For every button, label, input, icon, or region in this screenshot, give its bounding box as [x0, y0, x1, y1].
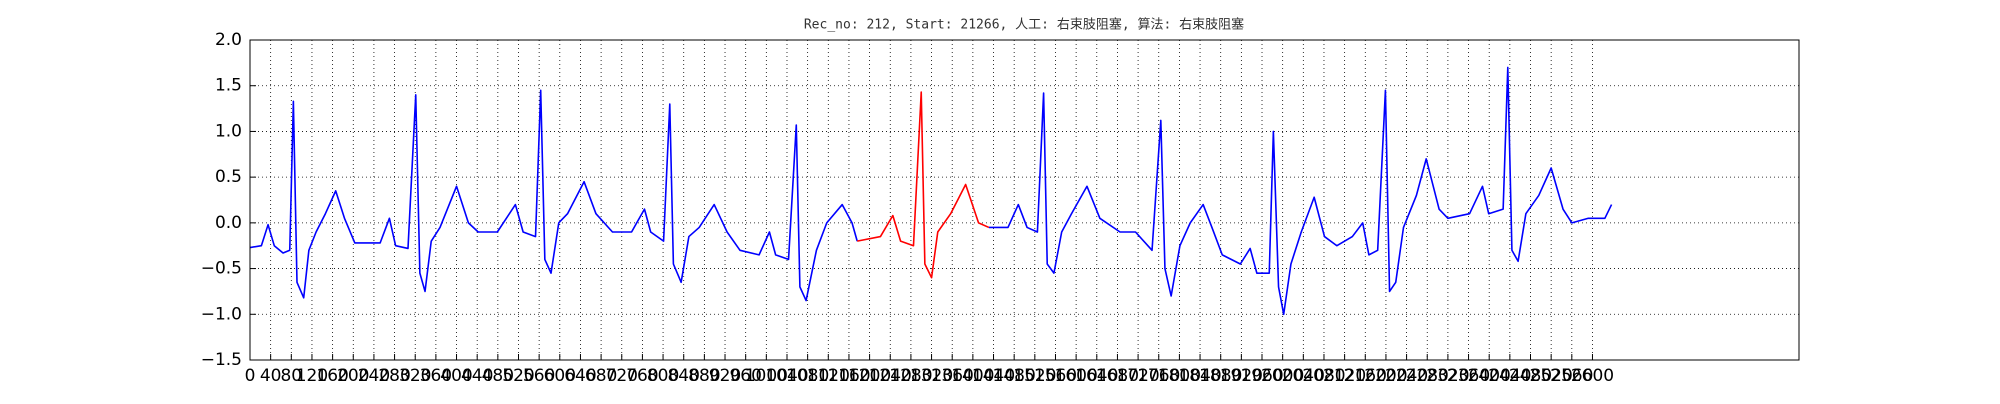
x-tick-label: 1440: [972, 366, 1015, 386]
x-tick-label: 2120: [1323, 366, 1366, 386]
x-tick-label: 1960: [1240, 366, 1283, 386]
x-tick-label: 2520: [1530, 366, 1573, 386]
x-tick-label: 1920: [1220, 366, 1263, 386]
x-tick-label: 1080: [786, 366, 829, 386]
x-tick-label: 2320: [1426, 366, 1469, 386]
x-tick-label: 720: [606, 366, 638, 386]
x-tick-label: 320: [399, 366, 431, 386]
y-tick-label: −1.5: [201, 350, 242, 370]
x-tick-label: 760: [626, 366, 658, 386]
x-tick-label: 400: [440, 366, 472, 386]
x-tick-label: 560: [523, 366, 555, 386]
x-tick-label: 920: [709, 366, 741, 386]
x-tick-label: 960: [729, 366, 761, 386]
chart-title: Rec_no: 212, Start: 21266, 人工: 右束肢阻塞, 算法…: [804, 17, 1244, 33]
x-tick-label: 2600: [1571, 366, 1614, 386]
x-tick-label: 200: [337, 366, 369, 386]
y-tick-label: −1.0: [201, 304, 242, 324]
x-tick-label: 2400: [1468, 366, 1511, 386]
x-tick-label: 1320: [910, 366, 953, 386]
x-tick-label: 2000: [1261, 366, 1304, 386]
x-tick-label: 480: [482, 366, 514, 386]
x-tick-label: 360: [420, 366, 452, 386]
x-tick-label: 1480: [993, 366, 1036, 386]
x-tick-label: 280: [378, 366, 410, 386]
x-tick-label: 240: [358, 366, 390, 386]
x-tick-label: 2560: [1550, 366, 1593, 386]
x-tick-label: 880: [688, 366, 720, 386]
x-tick-label: 600: [544, 366, 576, 386]
x-tick-label: 1640: [1075, 366, 1118, 386]
x-tick-label: 120: [296, 366, 328, 386]
y-tick-label: 2.0: [215, 30, 242, 50]
x-tick-label: 520: [502, 366, 534, 386]
series-line: [249, 66, 1613, 316]
x-tick-label: 440: [461, 366, 493, 386]
x-tick-label: 1840: [1178, 366, 1221, 386]
x-tick-label: 2200: [1364, 366, 1407, 386]
x-tick-label: 160: [316, 366, 348, 386]
x-tick-label: 1600: [1055, 366, 1098, 386]
x-tick-label: 0: [245, 366, 256, 386]
x-tick-label: 1560: [1034, 366, 1077, 386]
x-tick-label: 2440: [1488, 366, 1531, 386]
x-tick-label: 1880: [1199, 366, 1242, 386]
x-tick-label: 1000: [745, 366, 788, 386]
x-tick-label: 1240: [869, 366, 912, 386]
x-tick-label: 1680: [1096, 366, 1139, 386]
x-tick-label: 2360: [1447, 366, 1490, 386]
x-tick-label: 40: [260, 366, 282, 386]
y-tick-label: 0.0: [215, 213, 242, 233]
x-tick-label: 2240: [1385, 366, 1428, 386]
x-tick-label: 1360: [931, 366, 974, 386]
x-tick-label: 1160: [827, 366, 870, 386]
x-tick-label: 1200: [848, 366, 891, 386]
x-tick-label: 1040: [765, 366, 808, 386]
y-tick-label: 1.5: [215, 76, 242, 96]
x-tick-label: 2040: [1282, 366, 1325, 386]
x-tick-label: 640: [564, 366, 596, 386]
x-tick-label: 80: [280, 366, 302, 386]
x-tick-label: 1280: [889, 366, 932, 386]
x-tick-label: 2160: [1344, 366, 1387, 386]
series-line: [857, 91, 990, 279]
x-tick-label: 2080: [1302, 366, 1345, 386]
x-tick-label: 2480: [1509, 366, 1552, 386]
x-tick-label: 1400: [951, 366, 994, 386]
x-tick-label: 680: [585, 366, 617, 386]
y-tick-label: 1.0: [215, 121, 242, 141]
x-tick-label: 2280: [1406, 366, 1449, 386]
x-tick-label: 1760: [1137, 366, 1180, 386]
y-tick-label: 0.5: [215, 167, 242, 187]
y-tick-label: −0.5: [201, 259, 242, 279]
x-tick-label: 1520: [1013, 366, 1056, 386]
x-tick-label: 800: [647, 366, 679, 386]
x-tick-label: 1800: [1158, 366, 1201, 386]
plot-frame: [249, 39, 1800, 361]
x-tick-label: 1120: [807, 366, 850, 386]
x-tick-label: 1720: [1116, 366, 1159, 386]
x-tick-label: 840: [667, 366, 699, 386]
